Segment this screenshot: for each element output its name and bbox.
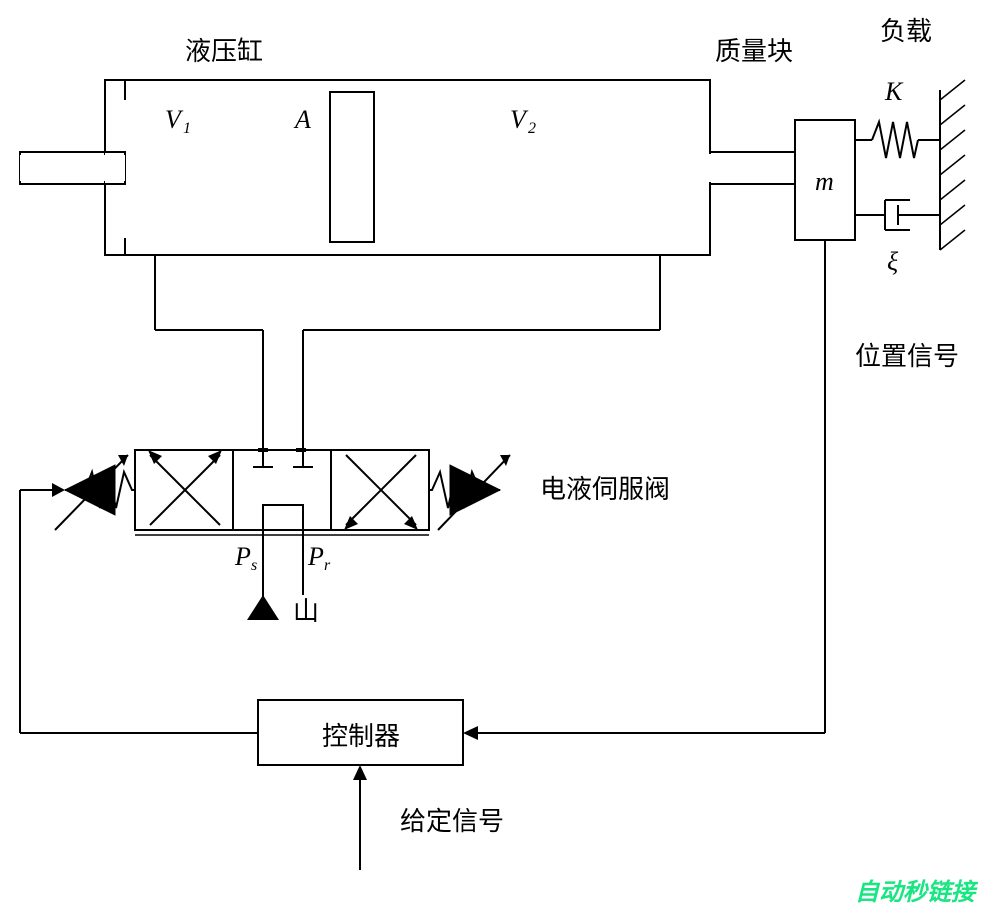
Ps-symbol: P xyxy=(234,542,251,571)
controller-label: 控制器 xyxy=(322,722,400,751)
m-symbol: m xyxy=(815,167,834,196)
cylinder-label: 液压缸 xyxy=(185,37,263,66)
Pr-symbol: P xyxy=(307,542,324,571)
Pr-sub: r xyxy=(324,557,331,574)
V1-sub: 1 xyxy=(183,120,191,137)
diagram-canvas: 液压缸 质量块 负载 V 1 A V 2 m K ξ xyxy=(0,0,1000,911)
load-label: 负载 xyxy=(880,17,932,46)
tank-symbol: 山 xyxy=(293,597,319,626)
K-symbol: K xyxy=(884,77,904,106)
valve-label: 电液伺服阀 xyxy=(540,475,670,504)
xi-symbol: ξ xyxy=(887,247,899,276)
A-symbol: A xyxy=(293,105,311,134)
mass-label: 质量块 xyxy=(715,37,793,66)
position-signal-label: 位置信号 xyxy=(855,342,959,371)
setpoint-label: 给定信号 xyxy=(400,807,504,836)
Ps-sub: s xyxy=(251,557,257,574)
V2-sub: 2 xyxy=(528,120,536,137)
watermark: 自动秒链接 xyxy=(855,879,979,906)
